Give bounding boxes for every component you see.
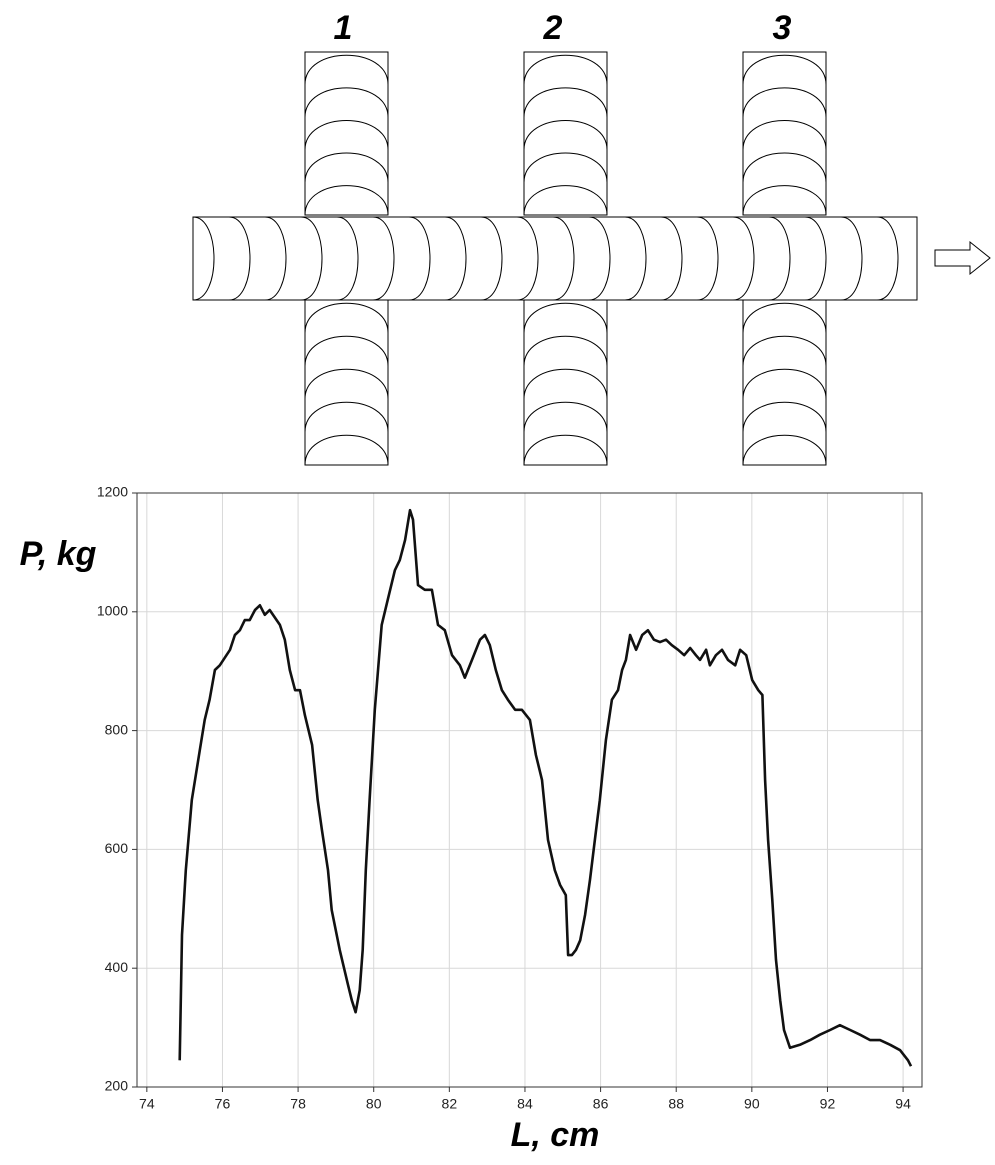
weld-arc	[588, 216, 611, 301]
weld-arc	[742, 434, 827, 466]
data-line	[178, 508, 913, 1067]
plot-area	[136, 492, 923, 1088]
plot-frame	[136, 492, 923, 1088]
weld-arc	[372, 216, 395, 301]
weld-arc	[304, 434, 389, 466]
weld-arc	[304, 368, 389, 400]
weld-arc	[742, 302, 827, 334]
weld-arc	[742, 87, 827, 118]
y-tick-label: 800	[105, 721, 129, 737]
strip-label: 3	[773, 9, 792, 47]
strip	[742, 299, 827, 466]
weld-arc	[408, 216, 431, 301]
weld-arc	[336, 216, 359, 301]
x-tick-label: 92	[820, 1096, 836, 1112]
y-tick-label: 600	[105, 840, 129, 856]
weld-arc	[523, 434, 608, 466]
weld-arc	[523, 335, 608, 367]
weld-arc	[660, 216, 683, 301]
weld-arc	[742, 152, 827, 183]
weld-arc	[523, 368, 608, 400]
strip-label: 1	[334, 9, 353, 47]
strip	[742, 51, 827, 216]
strip	[523, 51, 608, 216]
x-tick-label: 94	[895, 1096, 911, 1112]
weld-arc	[523, 302, 608, 334]
weld-arc	[304, 401, 389, 433]
weld-arc	[444, 216, 467, 301]
weld-arc	[732, 216, 755, 301]
weld-arc	[523, 54, 608, 85]
weld-arc	[840, 216, 863, 301]
y-tick-label: 400	[105, 959, 129, 975]
weld-arc	[304, 54, 389, 85]
x-tick-label: 74	[139, 1096, 155, 1112]
weld-arc	[696, 216, 719, 301]
strip	[523, 299, 608, 466]
strip	[304, 299, 389, 466]
weld-arc	[192, 216, 215, 301]
weld-arc	[516, 216, 539, 301]
weld-arc	[300, 216, 323, 301]
weld-arc	[304, 302, 389, 334]
y-tick-label: 1000	[97, 603, 128, 619]
weld-arc	[523, 401, 608, 433]
x-tick-label: 90	[744, 1096, 760, 1112]
direction-arrow	[934, 240, 991, 276]
weld-arc	[742, 120, 827, 150]
weld-arc	[742, 401, 827, 433]
weld-arc	[304, 120, 389, 150]
weld-arc	[264, 216, 287, 301]
weld-arc	[742, 54, 827, 85]
y-axis-label: P, kg	[20, 535, 97, 573]
weld-arc	[523, 152, 608, 183]
x-axis-label: L, cm	[511, 1116, 600, 1154]
x-tick-label: 84	[517, 1096, 533, 1112]
x-tick-label: 80	[366, 1096, 382, 1112]
weld-arc	[228, 216, 251, 301]
x-tick-label: 76	[215, 1096, 231, 1112]
weld-arc	[876, 216, 899, 301]
x-tick-label: 86	[593, 1096, 609, 1112]
strip-label: 2	[543, 9, 563, 47]
weld-arc	[523, 87, 608, 118]
weld-arc	[480, 216, 503, 301]
diagram	[192, 51, 918, 466]
weld-arc	[804, 216, 827, 301]
weld-arc	[304, 185, 389, 216]
weld-arc	[742, 368, 827, 400]
weld-arc	[304, 87, 389, 118]
weld-arc	[304, 335, 389, 367]
y-tick-label: 1200	[97, 484, 128, 500]
x-tick-label: 82	[442, 1096, 458, 1112]
bar	[192, 216, 918, 301]
weld-arc	[523, 185, 608, 216]
weld-arc	[742, 185, 827, 216]
weld-arc	[552, 216, 575, 301]
strip	[304, 51, 389, 216]
weld-arc	[624, 216, 647, 301]
x-tick-label: 88	[668, 1096, 684, 1112]
weld-arc	[523, 120, 608, 150]
weld-arc	[768, 216, 791, 301]
weld-arc	[742, 335, 827, 367]
weld-arc	[304, 152, 389, 183]
y-tick-label: 200	[105, 1078, 129, 1094]
x-tick-label: 78	[290, 1096, 306, 1112]
